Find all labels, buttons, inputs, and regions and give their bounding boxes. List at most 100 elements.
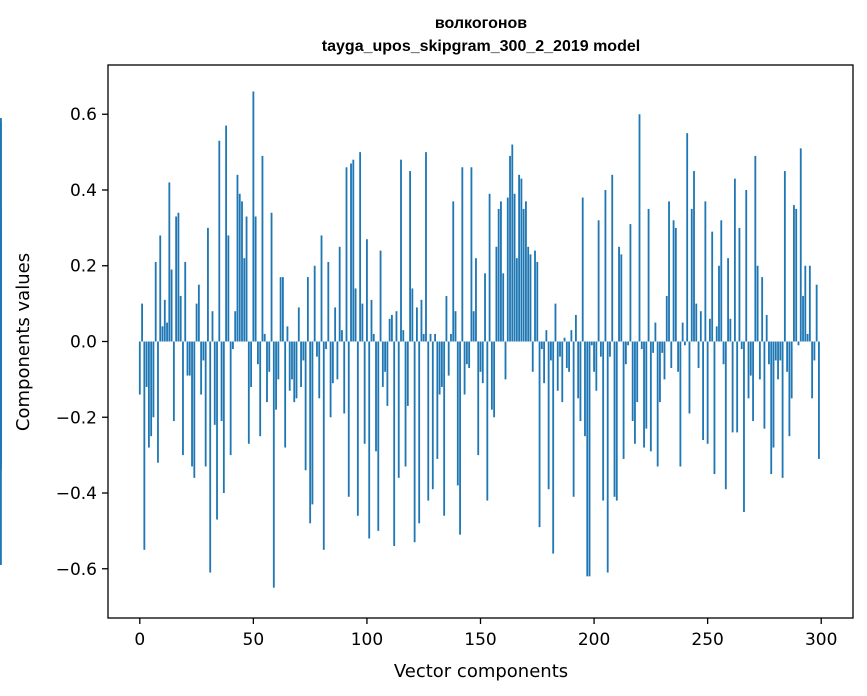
bar-19 [182, 341, 184, 456]
bar-31 [209, 341, 212, 573]
bar-248 [702, 341, 704, 440]
x-axis-ticks: 0 50 100 150 200 250 300 [134, 618, 837, 650]
bar-199 [590, 341, 593, 346]
bar-260 [729, 318, 732, 342]
bar-172 [529, 254, 532, 342]
bar-264 [738, 227, 741, 342]
bar-71 [300, 341, 302, 387]
bar-165 [513, 193, 516, 342]
x-tick-label: 250 [691, 630, 723, 650]
bar-39 [227, 235, 230, 342]
bar-150 [479, 341, 482, 372]
chart-title: волкогонов [435, 15, 527, 32]
bar-181 [550, 341, 552, 361]
bar-46 [243, 258, 246, 342]
bar-195 [581, 197, 584, 342]
bar-11 [163, 299, 166, 342]
bar-230 [661, 341, 664, 353]
bar-147 [472, 311, 475, 342]
bar-123 [418, 341, 421, 524]
bar-163 [509, 155, 511, 342]
bar-263 [736, 341, 739, 433]
bar-203 [599, 341, 602, 357]
y-tick-label: −0.2 [56, 408, 97, 428]
bar-189 [568, 341, 570, 372]
bar-105 [377, 341, 380, 531]
bar-251 [709, 318, 711, 342]
bar-217 [631, 341, 634, 422]
bar-149 [477, 341, 480, 456]
bar-30 [207, 227, 209, 342]
bar-171 [527, 246, 530, 342]
bar-78 [316, 341, 318, 357]
bar-124 [420, 299, 423, 342]
bar-110 [388, 318, 391, 342]
bar-183 [554, 303, 557, 342]
bar-254 [715, 326, 718, 342]
bar-269 [749, 341, 752, 376]
bar-41 [232, 341, 234, 350]
bar-53 [259, 341, 262, 437]
bar-221 [640, 341, 643, 350]
bar-77 [313, 265, 316, 342]
bar-164 [511, 144, 514, 342]
bar-259 [727, 258, 729, 342]
bar-6 [152, 341, 155, 418]
bar-60 [275, 341, 277, 410]
bar-44 [238, 193, 241, 342]
bar-142 [461, 167, 464, 342]
bar-82 [325, 341, 327, 350]
bar-224 [647, 208, 650, 342]
bar-130 [434, 333, 436, 342]
bar-298 [815, 284, 818, 342]
bar-121 [413, 341, 416, 543]
bar-24 [193, 341, 196, 478]
bar-211 [618, 246, 620, 342]
bar-161 [504, 341, 507, 380]
bar-266 [743, 341, 745, 512]
bar-207 [609, 341, 611, 357]
bars-group [0, 91, 820, 588]
bar-285 [786, 341, 789, 372]
bar-178 [543, 341, 546, 384]
x-tick-label: 300 [805, 630, 837, 650]
bar-176 [538, 341, 541, 528]
bar-62 [279, 277, 282, 342]
bar-238 [679, 341, 682, 467]
bar-229 [659, 341, 661, 403]
bar-76 [311, 341, 314, 505]
bar-177 [540, 341, 543, 350]
bar-91 [345, 167, 348, 342]
bar-201 [595, 341, 598, 391]
bar-234 [670, 341, 673, 369]
bar-169 [522, 208, 525, 342]
bar-58 [270, 212, 273, 342]
bar-278 [770, 341, 773, 475]
bar-190 [570, 330, 573, 342]
bar-119 [409, 171, 411, 342]
x-tick-label: 200 [578, 630, 610, 650]
bar-49 [250, 341, 253, 387]
bar-27 [200, 341, 203, 395]
bar-118 [406, 341, 409, 406]
bar-42 [234, 311, 237, 342]
bar-160 [502, 273, 505, 342]
bar-297 [813, 341, 816, 361]
bar-283 [781, 341, 784, 478]
bar-103 [372, 333, 375, 342]
bar-65 [286, 326, 289, 342]
bar-112 [393, 341, 396, 547]
y-axis-ticks: −0.6 −0.4 −0.2 0.0 0.2 0.4 0.6 [56, 105, 108, 580]
bar-89 [341, 330, 343, 342]
bar-212 [620, 254, 623, 342]
bar-83 [327, 261, 330, 342]
bar-120 [411, 288, 414, 342]
bar-187 [563, 337, 566, 342]
bar-135 [445, 296, 448, 342]
bar-296 [811, 341, 814, 399]
bar-235 [672, 220, 675, 342]
bar-99 [363, 341, 366, 444]
bar-102 [370, 299, 373, 342]
bar-197 [586, 341, 589, 577]
bar-168 [520, 178, 523, 342]
